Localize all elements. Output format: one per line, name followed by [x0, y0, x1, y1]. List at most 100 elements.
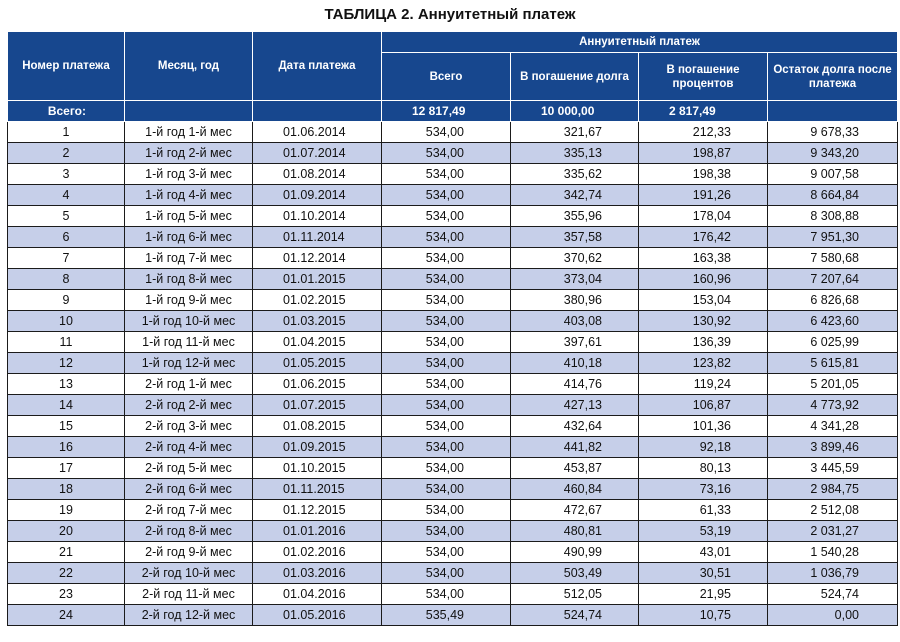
cell-payment-date: 01.06.2015: [252, 373, 382, 395]
cell-principal: 414,76: [510, 373, 639, 395]
cell-balance: 4 773,92: [766, 394, 899, 416]
cell-payment-number: 24: [7, 604, 125, 626]
cell-principal: 355,96: [510, 205, 639, 227]
totals-row: Всего: 12 817,49 10 000,00 2 817,49: [7, 100, 899, 122]
cell-balance: 9 343,20: [766, 142, 899, 164]
table-body: Всего: 12 817,49 10 000,00 2 817,49 1 1-й…: [7, 100, 899, 626]
table-row: 6 1-й год 6-й мес 01.11.2014 534,00 357,58 17…: [7, 226, 899, 248]
header-total: Всего: [381, 52, 511, 101]
cell-balance: 6 025,99: [766, 331, 899, 353]
cell-interest: 119,24: [638, 373, 768, 395]
cell-balance: 524,74: [766, 583, 899, 605]
cell-balance: 3 899,46: [766, 436, 899, 458]
cell-payment-date: 01.05.2015: [252, 352, 382, 374]
table-row: 24 2-й год 12-й мес 01.05.2016 535,49 524,74…: [7, 604, 899, 626]
cell-interest: 43,01: [638, 541, 768, 563]
cell-payment-date: 01.03.2015: [252, 310, 382, 332]
header-interest: В погашение процентов: [638, 52, 768, 101]
cell-payment-number: 14: [7, 394, 125, 416]
cell-total: 534,00: [381, 289, 511, 311]
cell-balance: 2 984,75: [766, 478, 899, 500]
cell-month-year: 2-й год 8-й мес: [124, 520, 253, 542]
cell-month-year: 1-й год 3-й мес: [124, 163, 253, 185]
cell-month-year: 2-й год 4-й мес: [124, 436, 253, 458]
cell-balance: 2 512,08: [766, 499, 899, 521]
cell-balance: 1 540,28: [766, 541, 899, 563]
cell-principal: 410,18: [510, 352, 639, 374]
cell-payment-date: 01.11.2014: [252, 226, 382, 248]
cell-payment-date: 01.01.2016: [252, 520, 382, 542]
cell-principal: 503,49: [510, 562, 639, 584]
table-header: Номер платежа Месяц, год Дата платежа Ан…: [7, 31, 899, 101]
table-row: 1 1-й год 1-й мес 01.06.2014 534,00 321,67 21…: [7, 121, 899, 143]
cell-payment-number: 22: [7, 562, 125, 584]
cell-month-year: 1-й год 12-й мес: [124, 352, 253, 374]
cell-month-year: 2-й год 7-й мес: [124, 499, 253, 521]
cell-payment-number: 23: [7, 583, 125, 605]
cell-principal: 357,58: [510, 226, 639, 248]
cell-payment-number: 15: [7, 415, 125, 437]
table-row: 19 2-й год 7-й мес 01.12.2015 534,00 472,67 6…: [7, 499, 899, 521]
cell-total: 534,00: [381, 457, 511, 479]
table-row: 12 1-й год 12-й мес 01.05.2015 534,00 410,18…: [7, 352, 899, 374]
table-row: 15 2-й год 3-й мес 01.08.2015 534,00 432,64 1…: [7, 415, 899, 437]
cell-interest: 53,19: [638, 520, 768, 542]
cell-total: 534,00: [381, 331, 511, 353]
cell-payment-number: 12: [7, 352, 125, 374]
cell-payment-date: 01.09.2015: [252, 436, 382, 458]
cell-payment-date: 01.04.2016: [252, 583, 382, 605]
cell-month-year: 1-й год 4-й мес: [124, 184, 253, 206]
totals-interest: 2 817,49: [638, 100, 768, 122]
cell-principal: 370,62: [510, 247, 639, 269]
cell-balance: 2 031,27: [766, 520, 899, 542]
cell-interest: 80,13: [638, 457, 768, 479]
table-row: 2 1-й год 2-й мес 01.07.2014 534,00 335,13 19…: [7, 142, 899, 164]
cell-month-year: 1-й год 7-й мес: [124, 247, 253, 269]
header-principal: В погашение долга: [510, 52, 639, 101]
cell-interest: 106,87: [638, 394, 768, 416]
totals-principal: 10 000,00: [510, 100, 639, 122]
table-row: 17 2-й год 5-й мес 01.10.2015 534,00 453,87 8…: [7, 457, 899, 479]
cell-month-year: 2-й год 11-й мес: [124, 583, 253, 605]
cell-payment-date: 01.01.2015: [252, 268, 382, 290]
cell-principal: 441,82: [510, 436, 639, 458]
cell-payment-number: 4: [7, 184, 125, 206]
cell-principal: 512,05: [510, 583, 639, 605]
cell-interest: 92,18: [638, 436, 768, 458]
cell-payment-number: 9: [7, 289, 125, 311]
table-row: 11 1-й год 11-й мес 01.04.2015 534,00 397,61…: [7, 331, 899, 353]
cell-payment-date: 01.08.2014: [252, 163, 382, 185]
cell-payment-date: 01.09.2014: [252, 184, 382, 206]
cell-balance: 6 826,68: [766, 289, 899, 311]
cell-payment-number: 3: [7, 163, 125, 185]
cell-interest: 153,04: [638, 289, 768, 311]
cell-interest: 198,38: [638, 163, 768, 185]
cell-total: 534,00: [381, 436, 511, 458]
cell-total: 534,00: [381, 205, 511, 227]
cell-payment-number: 13: [7, 373, 125, 395]
cell-principal: 335,62: [510, 163, 639, 185]
cell-interest: 198,87: [638, 142, 768, 164]
totals-empty-balance: [766, 100, 899, 122]
cell-total: 534,00: [381, 121, 511, 143]
cell-payment-number: 17: [7, 457, 125, 479]
table-row: 18 2-й год 6-й мес 01.11.2015 534,00 460,84 7…: [7, 478, 899, 500]
cell-principal: 432,64: [510, 415, 639, 437]
cell-total: 534,00: [381, 415, 511, 437]
table-row: 9 1-й год 9-й мес 01.02.2015 534,00 380,96 15…: [7, 289, 899, 311]
cell-month-year: 1-й год 10-й мес: [124, 310, 253, 332]
cell-principal: 480,81: [510, 520, 639, 542]
cell-principal: 453,87: [510, 457, 639, 479]
cell-balance: 7 207,64: [766, 268, 899, 290]
cell-month-year: 1-й год 5-й мес: [124, 205, 253, 227]
header-month-year: Месяц, год: [124, 31, 253, 101]
cell-balance: 6 423,60: [766, 310, 899, 332]
cell-interest: 130,92: [638, 310, 768, 332]
cell-principal: 403,08: [510, 310, 639, 332]
cell-principal: 397,61: [510, 331, 639, 353]
table-row: 16 2-й год 4-й мес 01.09.2015 534,00 441,82 9…: [7, 436, 899, 458]
cell-payment-number: 10: [7, 310, 125, 332]
cell-principal: 524,74: [510, 604, 639, 626]
header-payment-date: Дата платежа: [252, 31, 382, 101]
cell-payment-number: 5: [7, 205, 125, 227]
